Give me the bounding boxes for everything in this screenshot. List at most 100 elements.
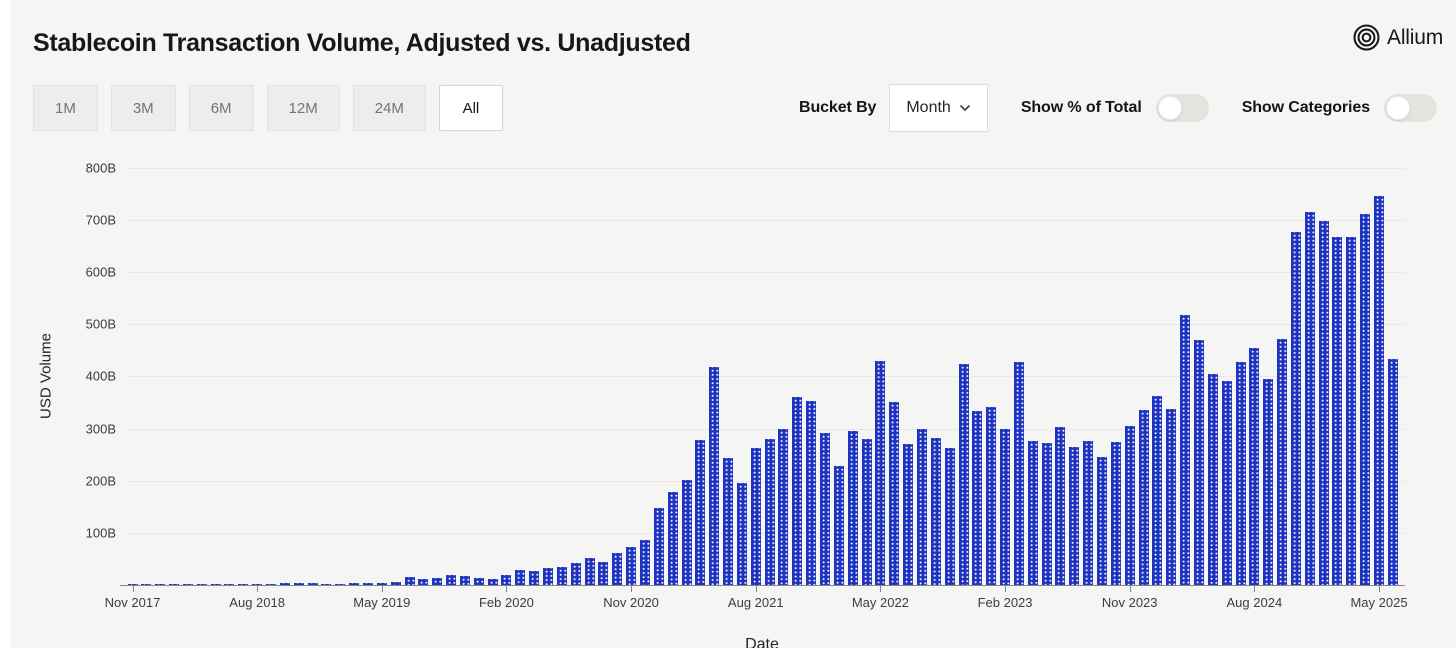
bar-oct-2021[interactable] (778, 429, 789, 585)
bar-oct-2023[interactable] (1110, 441, 1121, 585)
bar-feb-2020[interactable] (501, 575, 512, 585)
bar-jun-2020[interactable] (556, 566, 567, 585)
bar-feb-2025[interactable] (1332, 236, 1343, 585)
bar-nov-2022[interactable] (958, 363, 969, 585)
bar-nov-2023[interactable] (1124, 425, 1135, 585)
bar-aug-2019[interactable] (418, 579, 429, 585)
bar-feb-2021[interactable] (667, 491, 678, 585)
bar-mar-2023[interactable] (1013, 361, 1024, 585)
bar-nov-2019[interactable] (459, 575, 470, 585)
bar-jul-2023[interactable] (1069, 446, 1080, 585)
bar-jun-2023[interactable] (1055, 426, 1066, 585)
bar-aug-2021[interactable] (750, 447, 761, 585)
range-button-24m[interactable]: 24M (352, 85, 426, 131)
bar-jul-2022[interactable] (903, 443, 914, 585)
bar-apr-2022[interactable] (861, 438, 872, 585)
bar-sep-2018[interactable] (266, 583, 276, 585)
bar-jun-2019[interactable] (390, 582, 401, 585)
bar-jul-2021[interactable] (736, 482, 747, 585)
bar-jan-2022[interactable] (820, 432, 830, 585)
bar-jun-2018[interactable] (224, 583, 235, 585)
bar-may-2021[interactable] (709, 367, 720, 585)
bar-dec-2020[interactable] (639, 540, 650, 585)
bar-dec-2024[interactable] (1304, 211, 1315, 585)
bar-feb-2019[interactable] (335, 583, 346, 585)
bar-sep-2021[interactable] (764, 438, 775, 585)
range-button-6m[interactable]: 6M (188, 85, 254, 131)
bar-dec-2022[interactable] (972, 410, 983, 585)
bar-oct-2019[interactable] (446, 575, 457, 585)
show-percent-toggle[interactable] (1155, 94, 1209, 122)
bar-mar-2019[interactable] (349, 583, 360, 585)
bar-jan-2019[interactable] (321, 583, 332, 585)
range-button-all[interactable]: All (438, 85, 503, 131)
bar-aug-2023[interactable] (1083, 440, 1094, 585)
bar-aug-2020[interactable] (584, 557, 595, 585)
bar-may-2018[interactable] (210, 583, 221, 585)
bar-apr-2019[interactable] (362, 582, 373, 585)
bar-nov-2020[interactable] (626, 546, 637, 585)
range-button-1m[interactable]: 1M (33, 85, 98, 131)
bar-dec-2018[interactable] (307, 583, 318, 585)
bar-jul-2019[interactable] (404, 576, 415, 585)
bar-oct-2020[interactable] (612, 553, 623, 585)
bar-apr-2018[interactable] (196, 584, 207, 585)
bar-nov-2018[interactable] (293, 582, 304, 585)
bar-mar-2025[interactable] (1346, 236, 1357, 585)
bar-nov-2017[interactable] (127, 584, 138, 585)
bar-aug-2022[interactable] (916, 428, 927, 585)
bar-jul-2024[interactable] (1235, 362, 1246, 585)
bar-feb-2023[interactable] (1000, 428, 1011, 585)
range-button-12m[interactable]: 12M (266, 85, 340, 131)
bar-sep-2019[interactable] (432, 578, 443, 585)
bar-jan-2020[interactable] (487, 579, 498, 585)
bar-mar-2018[interactable] (182, 584, 193, 585)
bar-feb-2022[interactable] (833, 465, 844, 585)
bar-jun-2025[interactable] (1387, 359, 1398, 585)
bar-sep-2022[interactable] (930, 437, 941, 585)
bar-mar-2022[interactable] (847, 430, 858, 585)
bar-nov-2021[interactable] (792, 396, 803, 585)
bar-may-2025[interactable] (1374, 196, 1384, 585)
bar-jun-2022[interactable] (889, 402, 900, 585)
bar-jan-2018[interactable] (155, 583, 166, 585)
bar-aug-2024[interactable] (1249, 348, 1260, 585)
bar-may-2019[interactable] (376, 583, 387, 585)
bucket-by-select[interactable]: Month (889, 84, 988, 132)
bar-dec-2021[interactable] (806, 401, 817, 585)
bar-feb-2024[interactable] (1166, 408, 1177, 585)
bar-oct-2018[interactable] (279, 583, 290, 585)
bar-jan-2023[interactable] (986, 406, 997, 585)
bar-dec-2023[interactable] (1138, 409, 1149, 585)
bar-feb-2018[interactable] (169, 584, 180, 585)
bar-dec-2019[interactable] (473, 578, 484, 585)
bar-may-2023[interactable] (1041, 442, 1052, 585)
bar-apr-2023[interactable] (1027, 440, 1038, 585)
bar-jan-2021[interactable] (653, 507, 664, 585)
bar-sep-2020[interactable] (598, 562, 609, 585)
bar-dec-2017[interactable] (141, 584, 152, 585)
bar-may-2020[interactable] (543, 567, 553, 585)
bar-sep-2023[interactable] (1097, 456, 1107, 585)
show-categories-toggle[interactable] (1384, 94, 1437, 122)
bar-may-2024[interactable] (1207, 373, 1218, 585)
bar-apr-2020[interactable] (529, 570, 540, 585)
bar-may-2022[interactable] (875, 361, 886, 585)
bar-jan-2024[interactable] (1152, 395, 1163, 585)
range-button-3m[interactable]: 3M (110, 85, 176, 131)
bar-apr-2024[interactable] (1193, 339, 1204, 585)
bar-mar-2020[interactable] (515, 569, 526, 585)
bar-jun-2024[interactable] (1221, 380, 1232, 585)
bar-aug-2018[interactable] (252, 583, 263, 585)
bar-jan-2025[interactable] (1318, 221, 1329, 585)
bar-sep-2024[interactable] (1263, 379, 1274, 585)
bar-jul-2018[interactable] (238, 583, 249, 585)
bar-mar-2024[interactable] (1180, 314, 1191, 585)
bar-mar-2021[interactable] (681, 479, 692, 585)
bar-apr-2025[interactable] (1360, 213, 1371, 585)
bar-jul-2020[interactable] (570, 563, 581, 585)
bar-nov-2024[interactable] (1290, 231, 1301, 585)
bar-apr-2021[interactable] (695, 439, 706, 585)
bar-oct-2022[interactable] (944, 447, 955, 585)
bar-oct-2024[interactable] (1277, 339, 1288, 585)
